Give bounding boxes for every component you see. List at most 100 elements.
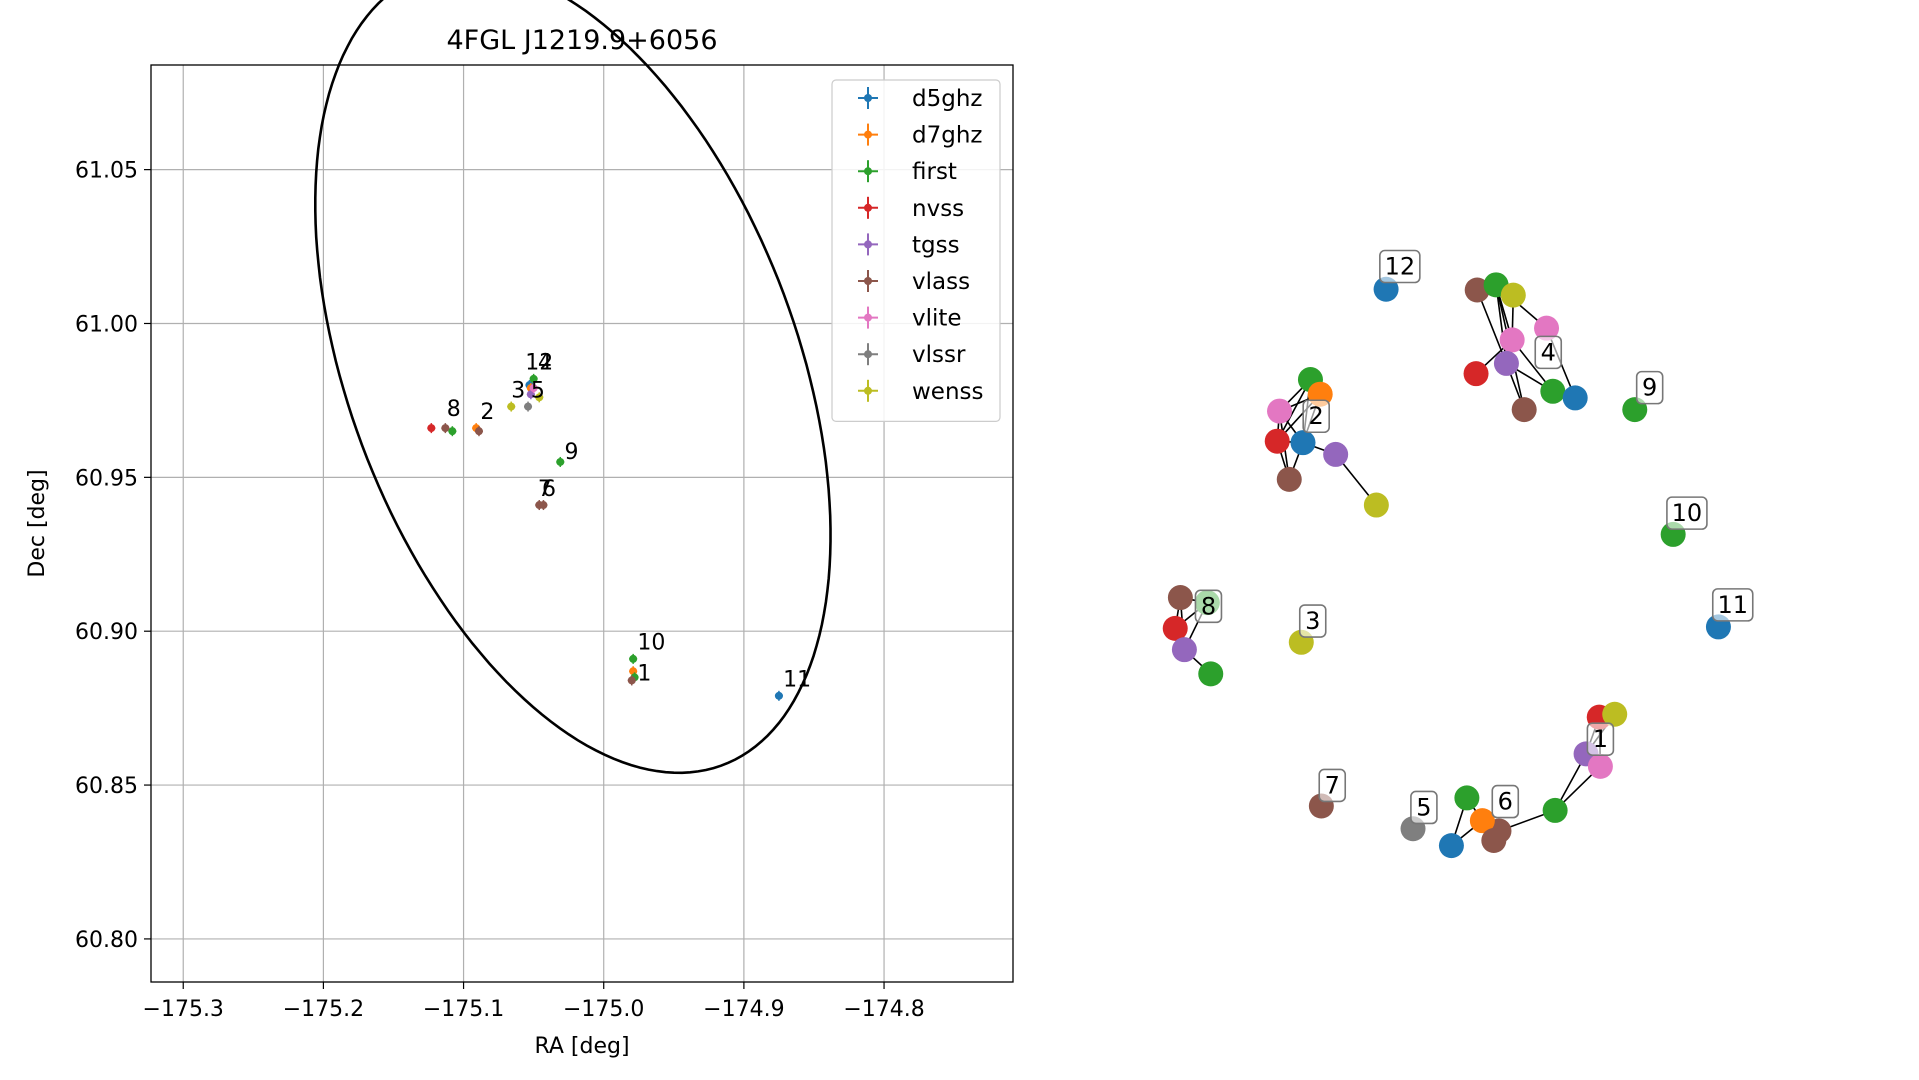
y-tick-label: 60.95: [75, 466, 138, 491]
marker: [529, 374, 538, 383]
legend-marker: [864, 277, 872, 285]
x-tick-label: −175.2: [283, 997, 364, 1022]
graph-node: [1167, 585, 1193, 611]
node-label-text: 5: [1416, 793, 1431, 821]
marker: [474, 427, 483, 436]
node-label-text: 2: [1309, 402, 1324, 430]
graph-node: [1534, 315, 1560, 341]
marker: [774, 691, 783, 700]
graph-node: [1511, 397, 1537, 423]
legend-entry: vlssr: [858, 342, 966, 368]
x-tick-label: −174.9: [703, 997, 784, 1022]
data-point: [441, 423, 450, 434]
data-point: [535, 392, 544, 403]
data-point: [774, 690, 783, 701]
x-axis-label: RA [deg]: [534, 1034, 629, 1059]
source-number-label: 7: [538, 477, 552, 502]
graph-node: [1454, 785, 1480, 811]
legend-marker: [864, 386, 872, 395]
y-tick-label: 60.90: [75, 620, 138, 645]
node-label-text: 12: [1385, 253, 1416, 281]
marker: [524, 402, 533, 411]
data-point: [427, 423, 436, 434]
legend-marker: [864, 350, 872, 359]
graph-edge: [1476, 289, 1508, 364]
marker: [427, 424, 436, 433]
node-label-text: 1: [1593, 725, 1608, 753]
data-point: [529, 383, 538, 394]
graph-node: [1198, 661, 1224, 687]
marker: [556, 457, 565, 466]
node-label-text: 10: [1672, 499, 1703, 527]
legend-entry: d7ghz: [858, 123, 982, 149]
legend-label: vlass: [912, 269, 970, 295]
legend-marker: [864, 167, 872, 176]
y-tick-label: 61.05: [75, 159, 138, 184]
graph-node: [1438, 833, 1464, 859]
graph-edge: [1495, 284, 1508, 364]
node-label-box: [1586, 722, 1615, 757]
source-number-label: 6: [542, 477, 556, 502]
legend-label: tgss: [912, 232, 960, 258]
data-point: [539, 500, 548, 511]
node-label-text: 6: [1498, 788, 1513, 816]
legend-marker: [864, 240, 872, 249]
data-point: [507, 401, 516, 412]
node-label-box: [1635, 370, 1664, 405]
node-label-box: [1410, 790, 1438, 825]
data-point: [448, 426, 457, 437]
node-label: 6: [1491, 784, 1520, 819]
node-label-box: [1302, 399, 1330, 434]
graph-node: [1323, 441, 1349, 467]
marker: [507, 402, 516, 411]
legend-entry: tgss: [858, 232, 960, 258]
source-number-label: 3: [511, 378, 525, 403]
graph-node: [1481, 827, 1507, 853]
nodes-layer: [1162, 272, 1731, 859]
node-label-box: [1298, 604, 1327, 638]
node-label-text: 7: [1325, 771, 1340, 799]
legend-entry: nvss: [858, 196, 964, 222]
node-label: 8: [1194, 589, 1223, 624]
graph-node: [1267, 398, 1293, 424]
node-label-box: [1194, 589, 1223, 624]
node-label-box: [1534, 335, 1563, 370]
node-label: 1: [1586, 722, 1615, 757]
node-label-box: [1491, 784, 1520, 819]
x-tick-label: −175.1: [423, 997, 504, 1022]
y-axis-label: Dec [deg]: [25, 469, 50, 577]
legend: d5ghz d7ghz first nvss tgss vlass vlite vlssr we…: [831, 79, 1001, 422]
graph-node: [1162, 615, 1188, 641]
legend-label: vlssr: [912, 342, 966, 368]
source-number-label: 2: [480, 400, 494, 425]
node-label: 11: [1711, 588, 1754, 622]
source-number-label: 9: [564, 440, 578, 465]
node-label: 4: [1534, 335, 1563, 370]
marker: [526, 390, 535, 399]
points-layer: [427, 373, 783, 701]
data-point: [556, 456, 565, 467]
legend-marker: [864, 313, 872, 322]
source-number-label: 1: [637, 661, 651, 686]
marker: [448, 427, 457, 436]
source-number-label: 11: [783, 668, 811, 693]
node-label: 9: [1635, 370, 1664, 405]
node-label: 3: [1298, 604, 1327, 638]
node-label-box: [1379, 249, 1421, 284]
legend-label: vlite: [912, 306, 962, 332]
graph-node: [1464, 277, 1490, 303]
data-point: [627, 675, 636, 686]
y-tick-label: 60.85: [75, 774, 138, 799]
y-tick-label: 61.00: [75, 312, 138, 337]
y-tick-label: 60.80: [75, 928, 138, 953]
chart-title: 4FGL J1219.9+6056: [446, 25, 717, 56]
source-number-label: 10: [637, 631, 665, 656]
legend-entry: vlite: [858, 306, 962, 332]
source-number-label: 4: [538, 351, 552, 376]
legend-label: first: [912, 159, 957, 185]
node-label-text: 3: [1305, 607, 1320, 635]
node-label-text: 9: [1642, 374, 1657, 402]
